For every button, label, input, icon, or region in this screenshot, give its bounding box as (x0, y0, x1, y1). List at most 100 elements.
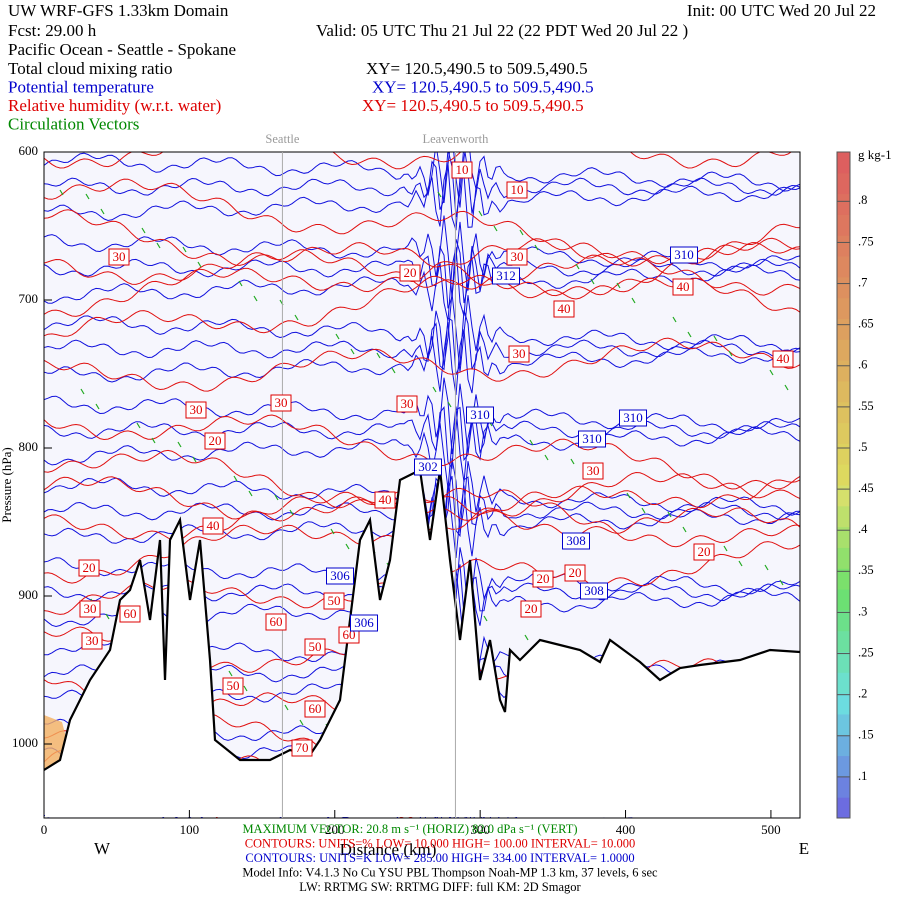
humidity-label-box (222, 677, 244, 695)
circulation-vector (437, 191, 442, 198)
humidity-label: 30 (113, 249, 126, 264)
circulation-vector (575, 263, 580, 270)
circulation-vector (769, 369, 774, 376)
circulation-vector (335, 333, 340, 340)
colorbar-tick-label: .1 (858, 769, 867, 783)
humidity-label-box (564, 564, 586, 582)
colorbar-cell (837, 734, 850, 757)
circulation-vector (590, 278, 595, 285)
x-tick-label: 300 (470, 822, 490, 837)
y-tick-label: 1000 (12, 735, 38, 750)
field-name: Relative humidity (w.r.t. water) (8, 96, 221, 115)
colorbar-tick-label: .45 (858, 481, 874, 495)
field-name: Total cloud mixing ratio (8, 59, 173, 78)
circulation-vector (59, 189, 64, 196)
circulation-vector (156, 242, 161, 249)
terrain (44, 470, 800, 817)
colorbar-cell (837, 630, 850, 652)
y-tick-label: 900 (19, 587, 39, 602)
humidity-label: 30 (587, 463, 600, 478)
circulation-vector (723, 545, 728, 552)
circulation-vector (197, 261, 202, 268)
colorbar-unit: g kg-1 (858, 147, 892, 162)
humidity-contour (44, 152, 792, 170)
theta-label-box (350, 614, 378, 632)
humidity-label-box (399, 264, 421, 282)
potential-temperature-contour (44, 152, 800, 218)
circulation-vector (784, 384, 789, 391)
circulation-vector (248, 490, 253, 497)
humidity-label: 60 (270, 614, 283, 629)
circulation-vector (616, 282, 621, 289)
theta-label: 312 (496, 268, 516, 283)
circulation-vector (100, 208, 105, 215)
humidity-label-box (672, 278, 694, 296)
circulation-vector (289, 509, 294, 516)
humidity-label-box (508, 345, 530, 363)
humidity-contour (44, 337, 800, 392)
x-tick-label: 400 (616, 822, 636, 837)
footer-line: LW: RRTMG SW: RRTMG DIFF: full KM: 2D Sm… (299, 880, 581, 894)
circulation-vector (534, 244, 539, 251)
colorbar-tick-label: .55 (858, 399, 874, 413)
colorbar-cell (837, 380, 850, 403)
colorbar-tick-label: .35 (858, 563, 874, 577)
circulation-vector (345, 543, 350, 550)
humidity-label-box (323, 592, 345, 610)
humidity-label: 20 (404, 265, 417, 280)
humidity-label-box (78, 559, 100, 577)
terrain-line (43, 468, 801, 771)
theta-label-box (619, 409, 647, 427)
humidity-label: 20 (209, 433, 222, 448)
y-tick-label: 600 (19, 143, 39, 158)
humidity-contour (44, 249, 800, 296)
humidity-label: 30 (275, 395, 288, 410)
humidity-label-box (202, 517, 224, 535)
humidity-contour (44, 414, 800, 490)
humidity-label: 70 (296, 740, 309, 755)
potential-temperature-contour (44, 377, 800, 455)
theta-label: 306 (330, 568, 350, 583)
field-xy: XY= 120.5,490.5 to 509.5,490.5 (366, 59, 588, 78)
colorbar-tick-label: .65 (858, 317, 874, 331)
theta-label-box (580, 582, 608, 600)
circulation-vector (177, 441, 182, 448)
footer-line: CONTOURS: UNITS=K LOW= 285.00 HIGH= 334.… (245, 851, 634, 865)
y-tick-label: 700 (19, 291, 39, 306)
circulation-vector (667, 511, 672, 518)
circulation-vector (182, 246, 187, 253)
valid-time: Valid: 05 UTC Thu 21 Jul 22 (22 PDT Wed … (316, 21, 688, 40)
circulation-vector (105, 613, 110, 620)
x-tick-label: 500 (761, 822, 781, 837)
humidity-label: 20 (698, 544, 711, 559)
humidity-label-box (396, 395, 418, 413)
circulation-vector (432, 386, 437, 393)
colorbar-cell (837, 172, 850, 195)
humidity-label: 20 (537, 571, 550, 586)
humidity-label: 30 (401, 396, 414, 411)
circulation-vector (631, 297, 636, 304)
colorbar-cell (837, 672, 850, 694)
colorbar-cell (837, 152, 850, 174)
humidity-label-box (520, 600, 542, 618)
circulation-vector (483, 615, 488, 622)
colorbar-cell (837, 526, 850, 548)
humidity-label-box (204, 432, 226, 450)
colorbar-frame (836, 151, 851, 819)
humidity-label-box (81, 632, 103, 650)
theta-label: 306 (354, 615, 374, 630)
colorbar-cell (837, 693, 850, 715)
potential-temperature-contour (44, 406, 800, 470)
colorbar-cell (837, 713, 850, 736)
humidity-label: 50 (309, 639, 322, 654)
west-label: W (94, 839, 111, 858)
humidity-label-box (185, 401, 207, 419)
colorbar-cell (837, 297, 850, 319)
theta-label-box (326, 567, 354, 585)
circulation-vector (738, 560, 743, 567)
humidity-label: 20 (569, 565, 582, 580)
theta-label-box (492, 267, 520, 285)
humidity-label-box (304, 700, 326, 718)
location-label: Leavenworth (422, 132, 489, 146)
humidity-label-box (304, 638, 326, 656)
